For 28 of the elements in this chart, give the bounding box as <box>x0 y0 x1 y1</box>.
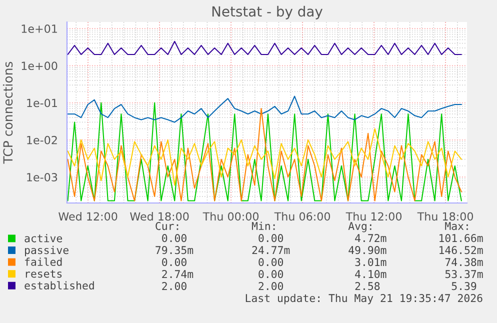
x-tick-label: Wed 12:00 <box>58 212 118 221</box>
x-tick-label: Thu 00:00 <box>202 212 259 221</box>
legend-label: failed <box>25 258 62 266</box>
x-tick-label: Thu 06:00 <box>274 212 330 221</box>
x-tick-label: Wed 18:00 <box>130 212 189 221</box>
text: 79.35m 24.77m 49.90m 146.52m <box>156 246 483 254</box>
text: 2.74m 0.00 4.10m 53.37m <box>162 270 483 278</box>
text: Last update: Thu May 21 19:35:47 2026 <box>246 294 482 304</box>
y-tick-label: 1e-01 <box>27 98 57 108</box>
chart-title: Netstat - by day <box>212 6 323 20</box>
x-tick-label: Thu 12:00 <box>346 212 402 221</box>
x-tick-label: Thu 18:00 <box>417 212 474 221</box>
y-axis-title: TCP connections <box>2 62 13 164</box>
text: Cur: Min: Avg: Max: <box>156 222 468 232</box>
line-series <box>67 40 462 56</box>
legend-label: passive <box>25 246 68 256</box>
legend-label: established <box>24 281 94 290</box>
line-series <box>67 96 462 123</box>
y-tick-label: 1e+01 <box>22 24 57 33</box>
text: 0.00 0.00 4.72m 101.66m <box>162 234 483 242</box>
y-tick-label: 1e-03 <box>27 173 58 182</box>
line-series <box>67 128 462 186</box>
y-tick-label: 1e-02 <box>27 136 57 144</box>
legend-label: resets <box>26 270 62 278</box>
text: 2.00 2.00 2.58 5.39 <box>162 282 476 290</box>
text: 0.00 0.00 3.01m 74.38m <box>162 258 483 266</box>
legend-label: active <box>24 234 62 242</box>
y-tick-label: 1e+00 <box>22 62 58 70</box>
